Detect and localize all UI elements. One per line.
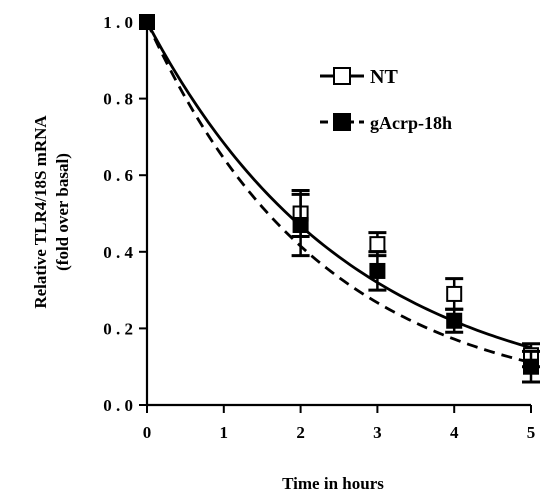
legend-marker-1 [333, 113, 351, 131]
y-tick-label: 0 . 2 [103, 319, 133, 338]
y-tick-label: 0 . 8 [103, 90, 133, 109]
fit-curve-0 [145, 21, 532, 350]
x-tick-label: 2 [296, 423, 305, 442]
y-tick-label: 0 . 6 [103, 166, 133, 185]
y-tick-label: 0 . 4 [103, 243, 133, 262]
legend-label-0: NT [370, 66, 398, 88]
x-tick-label: 0 [143, 423, 152, 442]
x-tick-label: 5 [527, 423, 536, 442]
fit-curve-1 [145, 21, 532, 364]
fit-curves [145, 21, 532, 364]
x-tick-label: 3 [373, 423, 382, 442]
data-points [139, 14, 540, 384]
x-axis-label: Time in hours [282, 474, 384, 493]
point-1-0 [139, 14, 155, 30]
y-axis-label: Relative TLR4/18S mRNA [31, 115, 50, 309]
point-1-2 [369, 262, 386, 279]
point-0-2 [369, 236, 386, 253]
axes: 0 1 2 3 4 5 0 . 0 0 . 2 0 . 4 0 . 6 0 . 8 1 . 0 [103, 13, 535, 442]
y-tick-label: 1 . 0 [103, 13, 133, 32]
y-axis-label-line2: (fold over basal) [53, 153, 72, 271]
legend: NT gAcrp-18h [320, 66, 452, 133]
legend-marker-0 [333, 67, 351, 85]
point-1-1 [292, 216, 309, 233]
y-tick-label: 0 . 0 [103, 396, 133, 415]
point-0-3 [446, 285, 463, 302]
x-tick-label: 1 [220, 423, 229, 442]
point-1-3 [446, 312, 463, 329]
x-tick-label: 4 [450, 423, 459, 442]
legend-label-1: gAcrp-18h [370, 113, 452, 133]
point-1-4 [523, 358, 539, 375]
